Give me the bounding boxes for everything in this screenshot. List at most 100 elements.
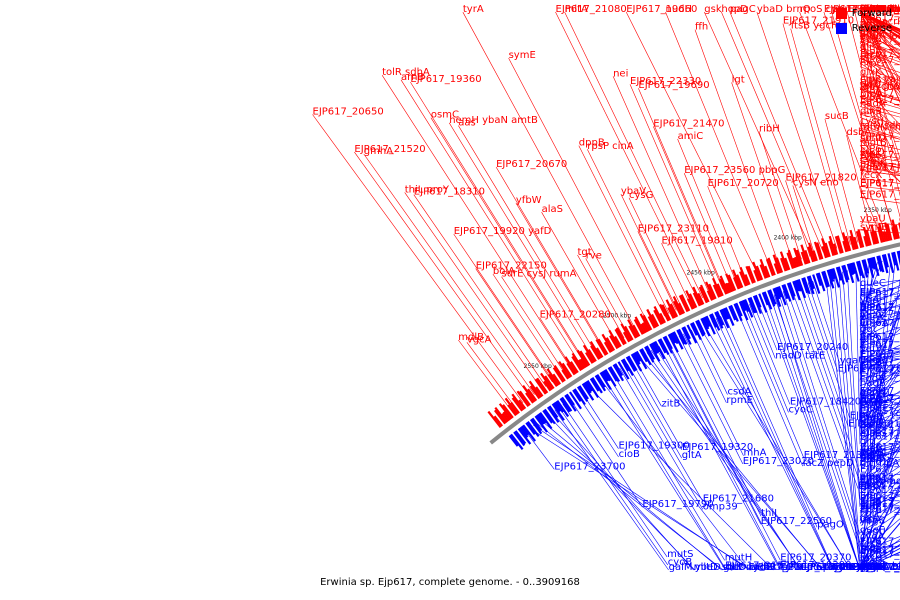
gene-label: pucG hyuE bbox=[860, 4, 900, 15]
forward-feature-EJP617_21510 bbox=[569, 361, 579, 374]
gene-label: EJP617_21520 bbox=[354, 144, 425, 155]
gene-label: EJP617_22300 bbox=[860, 4, 900, 15]
reverse-feature-xerC bbox=[735, 302, 743, 317]
gene-label: EJP617_21640 bbox=[780, 562, 851, 573]
reverse-feature-EJP617_20240 bbox=[664, 335, 673, 350]
gene-leader-line bbox=[859, 42, 900, 97]
forward-feature-EJP617_22330 bbox=[529, 385, 541, 400]
forward-feature-EJP617_20100 bbox=[773, 263, 780, 275]
gene-label: mltB bbox=[860, 4, 883, 15]
reverse-feature-EJP617_22160 bbox=[589, 378, 600, 392]
gene-leader-line bbox=[824, 118, 859, 243]
gene-leader-line bbox=[765, 297, 861, 571]
forward-feature-ftsB bbox=[692, 286, 703, 306]
reverse-feature-EJP617_19800 bbox=[681, 327, 692, 345]
scale-label: 2550 kbp bbox=[524, 363, 552, 370]
reverse-feature-mrdB bbox=[821, 271, 829, 288]
gene-leader-line bbox=[400, 79, 581, 365]
gene-leader-line bbox=[782, 23, 846, 246]
gene-label: symE bbox=[860, 222, 887, 233]
gene-label: EJP617_21010 bbox=[859, 473, 900, 484]
forward-feature-yafD bbox=[672, 296, 684, 315]
gene-label: EJP617_20830 bbox=[801, 562, 872, 573]
gene-label: EJP617_19890 bbox=[860, 4, 900, 15]
gene-label: hopD bbox=[721, 4, 748, 15]
gene-leader-line bbox=[859, 314, 900, 459]
forward-feature-EJP617_21930 bbox=[873, 230, 880, 244]
gene-leader-line bbox=[859, 95, 900, 131]
gene-leader-line bbox=[587, 149, 670, 315]
gene-label: EJP617_18570 bbox=[860, 447, 900, 458]
forward-feature-tolA bbox=[504, 397, 519, 416]
gene-label: ahpC bbox=[860, 472, 886, 483]
scale-label: 2500 kbp bbox=[603, 313, 631, 320]
gene-label: arnC dppC bbox=[860, 4, 900, 15]
forward-feature-sdhB bbox=[510, 401, 520, 414]
forward-feature-recX bbox=[727, 274, 737, 291]
forward-feature-ybaW bbox=[597, 338, 609, 355]
gene-leader-line bbox=[859, 139, 900, 183]
gene-label: EJP617_22660 bbox=[860, 4, 900, 15]
reverse-feature-ymoA bbox=[634, 351, 642, 363]
gene-label: tyrA bbox=[463, 4, 484, 15]
gene-label: secD phoB bbox=[860, 4, 900, 15]
gene-leader-line bbox=[540, 419, 722, 571]
reverse-feature-EJP617_19010 bbox=[703, 316, 711, 328]
gene-leader-line bbox=[859, 185, 882, 237]
gene-label: EJP617_20430 bbox=[860, 287, 900, 298]
reverse-feature-modF bbox=[514, 430, 527, 445]
gene-label: EJP617_19290 bbox=[780, 560, 851, 571]
gene-leader-line bbox=[792, 185, 816, 256]
gene-label: lnt bbox=[860, 562, 873, 573]
gene-leader-line bbox=[859, 11, 900, 55]
gene-label: EJP617_20390 bbox=[860, 421, 900, 432]
gene-leader-line bbox=[508, 57, 649, 325]
forward-feature-EJP617_21440 bbox=[882, 231, 887, 242]
forward-feature-yohC bbox=[804, 249, 811, 264]
gene-label: cyoB bbox=[668, 557, 693, 568]
gene-label: EJP617_19610 bbox=[860, 429, 900, 440]
gene-label: barA bbox=[860, 312, 884, 323]
reverse-feature-fadE bbox=[758, 293, 768, 313]
gene-label: fur bbox=[860, 562, 875, 573]
gene-label: lplT bbox=[860, 27, 879, 38]
reverse-feature-sbcC bbox=[662, 336, 673, 354]
gene-leader-line bbox=[611, 372, 725, 561]
reverse-feature-lnt bbox=[572, 389, 582, 402]
gene-leader-line bbox=[711, 320, 834, 571]
reverse-feature-omp39 bbox=[669, 332, 677, 344]
forward-feature-aas bbox=[739, 271, 747, 287]
gene-leader-line bbox=[799, 285, 849, 427]
reverse-feature-EJP617_22240 bbox=[543, 408, 556, 425]
gene-leader-line bbox=[612, 76, 711, 295]
gene-label: argA bbox=[860, 413, 883, 424]
reverse-feature-EJP617_18420 bbox=[714, 311, 724, 329]
forward-feature-ushA bbox=[571, 352, 584, 371]
gene-label: EJP617_20260 bbox=[860, 288, 900, 299]
gene-leader-line bbox=[859, 11, 900, 81]
gene-label: amaB bbox=[860, 19, 889, 30]
reverse-feature-EJP617_21650 bbox=[594, 374, 607, 392]
gene-label: EJP617_18420 bbox=[790, 396, 861, 407]
forward-feature-nudH bbox=[744, 274, 751, 286]
gene-leader-line bbox=[859, 11, 900, 84]
gene-label: EJP617_22260 bbox=[860, 7, 900, 18]
reverse-feature-cyoD bbox=[625, 356, 636, 372]
gene-label: acrF bbox=[860, 39, 882, 50]
forward-feature-cysN bbox=[688, 293, 698, 309]
forward-feature-EJP617_18280 bbox=[712, 277, 722, 297]
gene-label: gltJ rlpA bbox=[860, 458, 899, 469]
gene-leader-line bbox=[744, 305, 789, 413]
gene-label: EJP617_22410 bbox=[860, 562, 900, 573]
gene-label: ybaV bbox=[621, 186, 646, 197]
reverse-feature-dxs bbox=[659, 338, 670, 355]
gene-label: glnK bbox=[860, 42, 882, 53]
reverse-feature-fucA bbox=[546, 406, 560, 423]
gene-label: EJP617_19820 bbox=[860, 303, 900, 314]
gene-label: vagU bbox=[860, 527, 886, 538]
gene-label: sbcD bbox=[722, 562, 747, 573]
forward-feature-aroF bbox=[678, 302, 686, 314]
gene-leader-line bbox=[859, 157, 900, 169]
gene-label: EJP617_21890 bbox=[860, 26, 900, 37]
gene-label: cyoE bbox=[860, 398, 884, 409]
